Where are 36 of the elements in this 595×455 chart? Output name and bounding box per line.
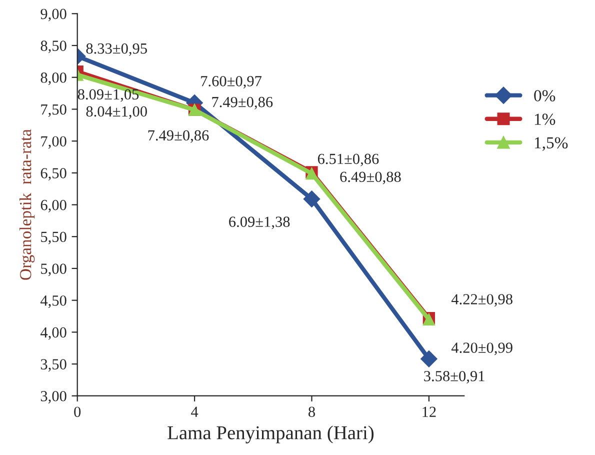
- y-tick-label: 3,00: [40, 390, 66, 404]
- y-tick-label: 6,00: [40, 200, 66, 212]
- data-label: 8.04±1,00: [86, 106, 147, 119]
- data-label: 8.33±0,95: [86, 43, 147, 56]
- legend-label: 0%: [534, 90, 556, 102]
- data-label: 6.51±0,86: [318, 154, 379, 166]
- data-label: 3.58±0,91: [424, 370, 484, 384]
- data-label: 4.20±0,99: [451, 342, 512, 356]
- data-label: 7.49±0,86: [212, 96, 273, 110]
- data-label: 4.22±0,98: [451, 294, 512, 307]
- data-label: 8.09±1,05: [78, 89, 139, 102]
- x-tick-label: 12: [422, 406, 436, 417]
- y-tick-label: 7,00: [41, 136, 66, 149]
- point: [303, 190, 320, 208]
- y-axis-title: Organoleptik rata-rata: [19, 129, 35, 280]
- data-label: 6.09±1,38: [229, 216, 290, 230]
- y-tick-label: 4,50: [40, 295, 66, 308]
- x-tick-label: 4: [191, 406, 198, 417]
- data-label: 7.49±0,86: [148, 130, 209, 143]
- data-label: 7.60±0,97: [201, 76, 262, 89]
- data-label: 6.49±0,88: [340, 172, 401, 184]
- y-tick-label: 5,50: [41, 232, 66, 244]
- point: [420, 350, 438, 368]
- y-tick-label: 4,00: [40, 327, 66, 340]
- y-tick-label: 6,50: [40, 168, 66, 181]
- y-tick-label: 8,00: [40, 72, 66, 85]
- y-tick-label: 3,50: [40, 359, 66, 372]
- legend-label: 1,5%: [534, 137, 568, 151]
- legend-label: 1%: [534, 114, 556, 125]
- x-tick-label: 0: [74, 406, 81, 418]
- x-axis-title: Lama Penyimpanan (Hari): [168, 426, 374, 444]
- x-tick-label: 8: [308, 406, 315, 418]
- y-tick-label: 9,00: [40, 8, 66, 22]
- y-tick-label: 8,50: [40, 40, 66, 54]
- y-tick-label: 7,50: [41, 104, 66, 117]
- y-tick-label: 5,00: [41, 264, 66, 276]
